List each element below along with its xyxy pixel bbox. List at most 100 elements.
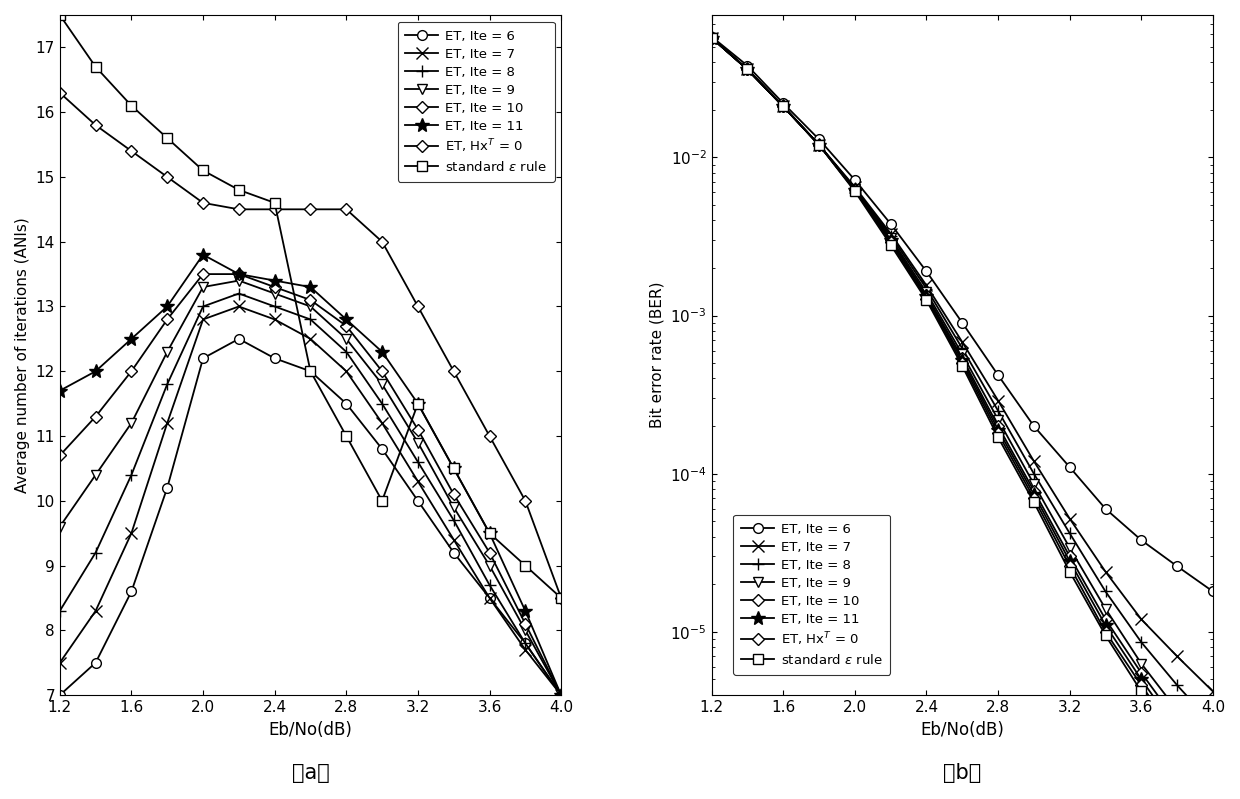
Text: （b）: （b） — [944, 763, 981, 783]
standard $\varepsilon$ rule — [196, 165, 211, 175]
ET, Ite = 10 — [232, 269, 247, 279]
ET, Ite = 7 — [1027, 456, 1042, 466]
ET, Ite = 10 — [124, 367, 139, 376]
ET, Ite = 7 — [88, 606, 103, 616]
X-axis label: Eb/No(dB): Eb/No(dB) — [920, 721, 1004, 738]
ET, Ite = 11 — [1063, 556, 1078, 566]
ET, Ite = 8 — [52, 606, 67, 616]
ET, Ite = 9 — [740, 65, 755, 74]
standard $\varepsilon$ rule — [919, 296, 934, 305]
standard $\varepsilon$ rule — [847, 186, 862, 196]
ET, Ite = 9 — [811, 140, 826, 149]
ET, Ite = 11 — [883, 235, 898, 244]
ET, Ite = 7 — [704, 33, 719, 42]
Line: ET, Hx$^T$ = 0: ET, Hx$^T$ = 0 — [56, 89, 565, 602]
ET, Ite = 6 — [991, 370, 1006, 380]
ET, Ite = 10 — [704, 33, 719, 42]
standard $\varepsilon$ rule — [446, 463, 461, 473]
standard $\varepsilon$ rule — [740, 65, 755, 74]
ET, Ite = 6 — [776, 98, 791, 108]
ET, Ite = 6 — [124, 586, 139, 596]
ET, Ite = 6 — [1205, 586, 1220, 596]
ET, Ite = 11 — [1027, 490, 1042, 499]
ET, Ite = 8 — [883, 231, 898, 240]
ET, Ite = 6 — [160, 483, 175, 493]
ET, Ite = 10 — [1099, 614, 1114, 624]
ET, Ite = 6 — [1099, 504, 1114, 514]
ET, Hx$^T$ = 0 — [1169, 731, 1184, 741]
ET, Ite = 6 — [740, 61, 755, 70]
ET, Ite = 11 — [518, 606, 533, 616]
ET, Ite = 8 — [482, 580, 497, 590]
ET, Ite = 8 — [704, 33, 719, 42]
ET, Ite = 6 — [268, 353, 283, 363]
ET, Hx$^T$ = 0 — [776, 101, 791, 111]
ET, Ite = 10 — [446, 490, 461, 499]
standard $\varepsilon$ rule — [374, 496, 389, 506]
ET, Ite = 9 — [124, 419, 139, 428]
ET, Ite = 9 — [160, 347, 175, 356]
ET, Hx$^T$ = 0 — [339, 205, 353, 214]
ET, Hx$^T$ = 0 — [1063, 562, 1078, 571]
ET, Ite = 7 — [232, 302, 247, 312]
ET, Ite = 8 — [374, 399, 389, 408]
Line: ET, Ite = 10: ET, Ite = 10 — [56, 270, 565, 699]
ET, Hx$^T$ = 0 — [1099, 627, 1114, 637]
ET, Ite = 9 — [883, 233, 898, 243]
ET, Ite = 11 — [268, 276, 283, 285]
standard $\varepsilon$ rule — [991, 432, 1006, 442]
ET, Ite = 6 — [88, 658, 103, 667]
ET, Ite = 8 — [446, 515, 461, 525]
standard $\varepsilon$ rule — [410, 399, 425, 408]
Line: ET, Ite = 11: ET, Ite = 11 — [53, 248, 568, 702]
standard $\varepsilon$ rule — [883, 240, 898, 249]
ET, Ite = 8 — [518, 638, 533, 648]
ET, Ite = 11 — [776, 101, 791, 111]
ET, Ite = 8 — [1205, 720, 1220, 729]
ET, Ite = 8 — [196, 302, 211, 312]
ET, Hx$^T$ = 0 — [883, 237, 898, 247]
ET, Ite = 9 — [374, 380, 389, 389]
ET, Ite = 8 — [88, 548, 103, 558]
ET, Ite = 6 — [1169, 562, 1184, 571]
ET, Ite = 10 — [303, 295, 317, 304]
ET, Ite = 10 — [919, 290, 934, 300]
ET, Ite = 7 — [1063, 514, 1078, 523]
standard $\varepsilon$ rule — [339, 431, 353, 441]
standard $\varepsilon$ rule — [232, 185, 247, 195]
ET, Ite = 6 — [919, 267, 934, 276]
ET, Ite = 10 — [374, 367, 389, 376]
ET, Ite = 8 — [955, 344, 970, 353]
ET, Ite = 7 — [955, 337, 970, 347]
ET, Ite = 6 — [847, 175, 862, 185]
ET, Ite = 9 — [196, 282, 211, 292]
ET, Ite = 6 — [52, 690, 67, 700]
ET, Ite = 9 — [1133, 659, 1148, 669]
ET, Ite = 11 — [446, 463, 461, 473]
ET, Ite = 6 — [554, 690, 569, 700]
ET, Ite = 11 — [1133, 674, 1148, 684]
ET, Hx$^T$ = 0 — [847, 185, 862, 195]
ET, Hx$^T$ = 0 — [955, 358, 970, 368]
ET, Ite = 11 — [88, 367, 103, 376]
standard $\varepsilon$ rule — [955, 361, 970, 371]
ET, Hx$^T$ = 0 — [196, 198, 211, 208]
ET, Ite = 10 — [268, 282, 283, 292]
Line: ET, Ite = 10: ET, Ite = 10 — [707, 34, 1218, 776]
ET, Ite = 10 — [410, 425, 425, 435]
Text: （a）: （a） — [291, 763, 330, 783]
ET, Ite = 6 — [196, 353, 211, 363]
standard $\varepsilon$ rule — [1133, 686, 1148, 696]
ET, Ite = 9 — [52, 522, 67, 531]
ET, Ite = 7 — [554, 690, 569, 700]
standard $\varepsilon$ rule — [88, 62, 103, 72]
ET, Ite = 7 — [847, 182, 862, 192]
ET, Ite = 10 — [1063, 551, 1078, 561]
ET, Ite = 10 — [1027, 486, 1042, 495]
ET, Ite = 10 — [339, 321, 353, 331]
Legend: ET, Ite = 6, ET, Ite = 7, ET, Ite = 8, ET, Ite = 9, ET, Ite = 10, ET, Ite = 11, : ET, Ite = 6, ET, Ite = 7, ET, Ite = 8, E… — [398, 22, 554, 182]
ET, Ite = 11 — [554, 690, 569, 700]
ET, Ite = 7 — [1169, 651, 1184, 661]
standard $\varepsilon$ rule — [482, 528, 497, 538]
ET, Ite = 11 — [919, 292, 934, 301]
